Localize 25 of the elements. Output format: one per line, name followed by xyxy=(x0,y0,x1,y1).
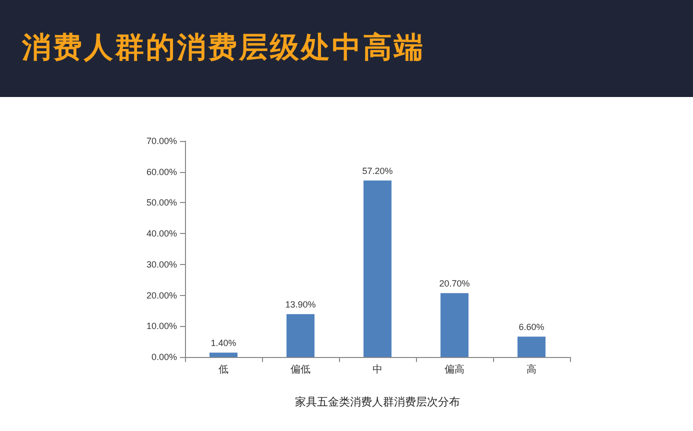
bar xyxy=(286,314,314,357)
data-label: 6.60% xyxy=(518,322,544,332)
x-tick-label: 偏低 xyxy=(290,364,310,376)
data-label: 1.40% xyxy=(210,338,236,348)
chart-title: 消费人群的消费层级处中高端 xyxy=(22,29,425,66)
y-tick-label: 60.00% xyxy=(146,166,177,177)
bar xyxy=(210,352,238,357)
x-tick-label: 低 xyxy=(218,364,228,376)
data-label: 57.20% xyxy=(362,166,393,176)
x-tick-label: 偏高 xyxy=(444,364,464,376)
bar xyxy=(518,336,546,357)
bar xyxy=(440,293,468,357)
y-tick-label: 0.00% xyxy=(151,352,177,362)
x-axis-title: 家具五金类消费人群消费层次分布 xyxy=(295,396,460,408)
y-tick-label: 30.00% xyxy=(146,259,177,270)
y-tick-label: 10.00% xyxy=(146,321,177,332)
y-tick-label: 50.00% xyxy=(146,198,177,208)
x-tick-label: 高 xyxy=(526,364,536,376)
data-label: 20.70% xyxy=(439,278,470,289)
y-tick-label: 20.00% xyxy=(146,290,177,300)
bar xyxy=(364,180,392,357)
x-tick-label: 中 xyxy=(372,364,382,376)
y-tick-label: 70.00% xyxy=(146,136,177,146)
data-label: 13.90% xyxy=(285,300,316,310)
y-tick-label: 40.00% xyxy=(146,228,177,239)
